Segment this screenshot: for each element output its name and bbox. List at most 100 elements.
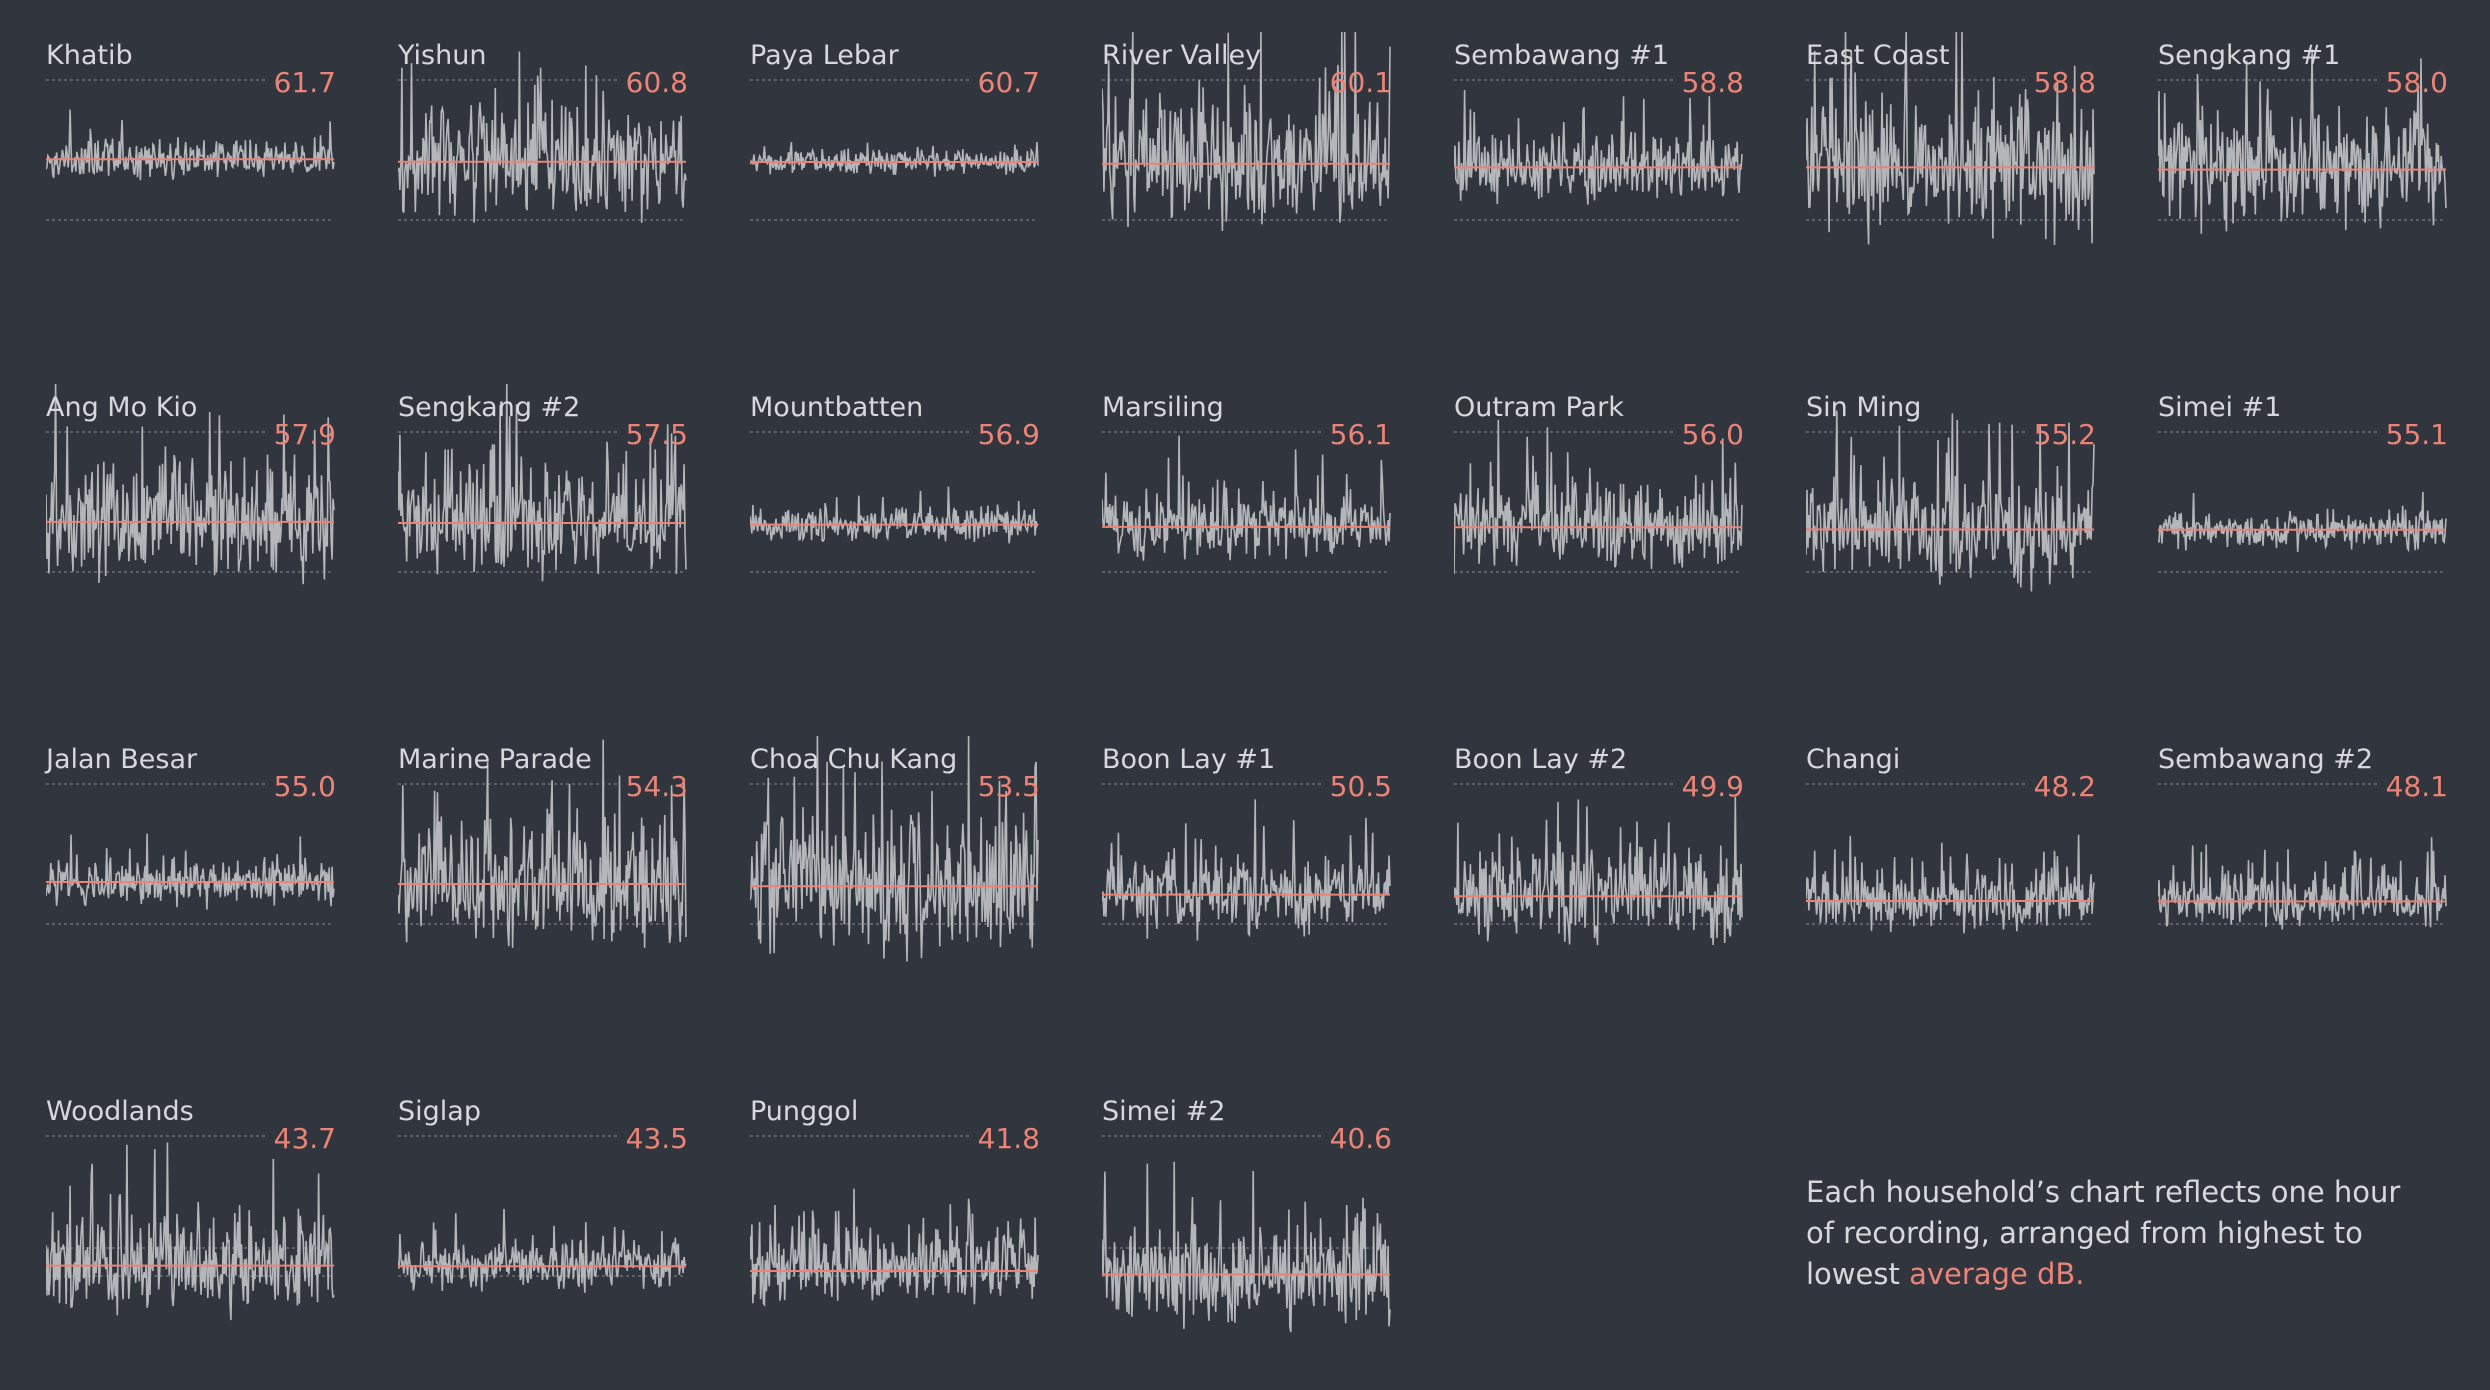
household-chart: Marine Parade 54.3: [398, 732, 688, 992]
household-average-db: 61.7: [273, 66, 336, 99]
household-name: Sembawang #2: [2158, 744, 2373, 775]
household-chart-plot: [46, 783, 335, 925]
recording-trace: [398, 1208, 687, 1293]
household-average-db: 55.0: [273, 770, 336, 803]
household-average-db: 53.5: [977, 770, 1040, 803]
household-average-db: 48.1: [2385, 770, 2448, 803]
recording-trace: [750, 142, 1039, 177]
household-chart-plot: [46, 383, 335, 585]
household-average-db: 43.7: [273, 1122, 336, 1155]
household-name: Simei #1: [2158, 392, 2282, 423]
recording-trace: [398, 739, 687, 948]
caption: Each household’s chart reflects one hour…: [1806, 1172, 2426, 1295]
household-chart: Choa Chu Kang 53.5: [750, 732, 1040, 992]
household-chart-plot: [750, 431, 1039, 573]
household-name: Siglap: [398, 1096, 481, 1127]
household-name: Paya Lebar: [750, 40, 899, 71]
household-chart: Siglap 43.5: [398, 1084, 688, 1344]
household-chart: Sengkang #1 58.0: [2158, 28, 2448, 288]
household-chart-plot: [2158, 783, 2447, 930]
household-average-db: 43.5: [625, 1122, 688, 1155]
household-chart-plot: [1102, 31, 1391, 232]
recording-trace: [1806, 834, 2095, 934]
household-name: Mountbatten: [750, 392, 924, 423]
household-average-db: 58.0: [2385, 66, 2448, 99]
household-chart-plot: [398, 1135, 687, 1293]
household-chart: Outram Park 56.0: [1454, 380, 1744, 640]
household-average-db: 56.0: [1681, 418, 1744, 451]
household-chart-plot: [46, 1135, 335, 1321]
household-name: Sengkang #1: [2158, 40, 2341, 71]
household-average-db: 58.8: [1681, 66, 1744, 99]
recording-trace: [46, 833, 335, 910]
recording-trace: [46, 1142, 335, 1321]
recording-trace: [46, 109, 335, 181]
household-name: East Coast: [1806, 40, 1950, 71]
household-average-db: 50.5: [1329, 770, 1392, 803]
household-chart-plot: [2158, 49, 2447, 234]
household-chart: Marsiling 56.1: [1102, 380, 1392, 640]
household-chart-plot: [46, 79, 335, 221]
recording-trace: [2158, 491, 2447, 553]
household-chart-plot: [2158, 431, 2447, 573]
household-chart-plot: [1454, 419, 1743, 575]
household-name: Sengkang #2: [398, 392, 581, 423]
household-chart: Mountbatten 56.9: [750, 380, 1040, 640]
household-chart-plot: [750, 1135, 1039, 1308]
household-name: Sembawang #1: [1454, 40, 1669, 71]
recording-trace: [1454, 89, 1743, 205]
household-chart: Sin Ming 55.2: [1806, 380, 2096, 640]
household-name: Khatib: [46, 40, 133, 71]
household-chart: Sengkang #2 57.5: [398, 380, 688, 640]
household-chart: Khatib 61.7: [46, 28, 336, 288]
household-chart-plot: [1102, 783, 1391, 941]
household-chart-plot: [750, 79, 1039, 221]
recording-trace: [2158, 837, 2447, 930]
recording-trace: [398, 51, 687, 223]
household-name: Boon Lay #1: [1102, 744, 1276, 775]
household-name: Jalan Besar: [46, 744, 198, 775]
caption-highlight: average dB.: [1909, 1257, 2085, 1291]
household-average-db: 56.1: [1329, 418, 1392, 451]
household-chart-plot: [398, 739, 687, 948]
household-chart: Changi 48.2: [1806, 732, 2096, 992]
household-chart-plot: [1806, 783, 2095, 934]
household-name: Boon Lay #2: [1454, 744, 1628, 775]
recording-trace: [750, 735, 1039, 962]
household-name: Marine Parade: [398, 744, 592, 775]
household-chart-plot: [1454, 783, 1743, 946]
household-chart: Paya Lebar 60.7: [750, 28, 1040, 288]
caption-text: Each household’s chart reflects one hour…: [1806, 1175, 2401, 1291]
household-average-db: 57.5: [625, 418, 688, 451]
household-chart: Simei #1 55.1: [2158, 380, 2448, 640]
household-name: Woodlands: [46, 1096, 194, 1127]
household-chart-plot: [398, 51, 687, 223]
household-name: Changi: [1806, 744, 1901, 775]
household-average-db: 49.9: [1681, 770, 1744, 803]
household-name: Ang Mo Kio: [46, 392, 198, 423]
household-average-db: 58.8: [2033, 66, 2096, 99]
household-chart-plot: [1806, 31, 2095, 245]
household-average-db: 54.3: [625, 770, 688, 803]
household-chart: Boon Lay #1 50.5: [1102, 732, 1392, 992]
household-chart: Simei #2 40.6: [1102, 1084, 1392, 1344]
household-average-db: 40.6: [1329, 1122, 1392, 1155]
household-average-db: 48.2: [2033, 770, 2096, 803]
recording-trace: [1454, 796, 1743, 946]
household-average-db: 60.7: [977, 66, 1040, 99]
household-average-db: 60.1: [1329, 66, 1392, 99]
recording-trace: [1102, 435, 1391, 561]
household-chart-plot: [1454, 79, 1743, 221]
household-chart-plot: [398, 383, 687, 582]
household-chart: Ang Mo Kio 57.9: [46, 380, 336, 640]
recording-trace: [750, 486, 1039, 544]
household-chart: Boon Lay #2 49.9: [1454, 732, 1744, 992]
recording-trace: [1806, 31, 2095, 245]
recording-trace: [46, 383, 335, 585]
household-average-db: 56.9: [977, 418, 1040, 451]
recording-trace: [1102, 799, 1391, 941]
recording-trace: [1454, 419, 1743, 575]
household-chart: Woodlands 43.7: [46, 1084, 336, 1344]
household-name: Punggol: [750, 1096, 859, 1127]
